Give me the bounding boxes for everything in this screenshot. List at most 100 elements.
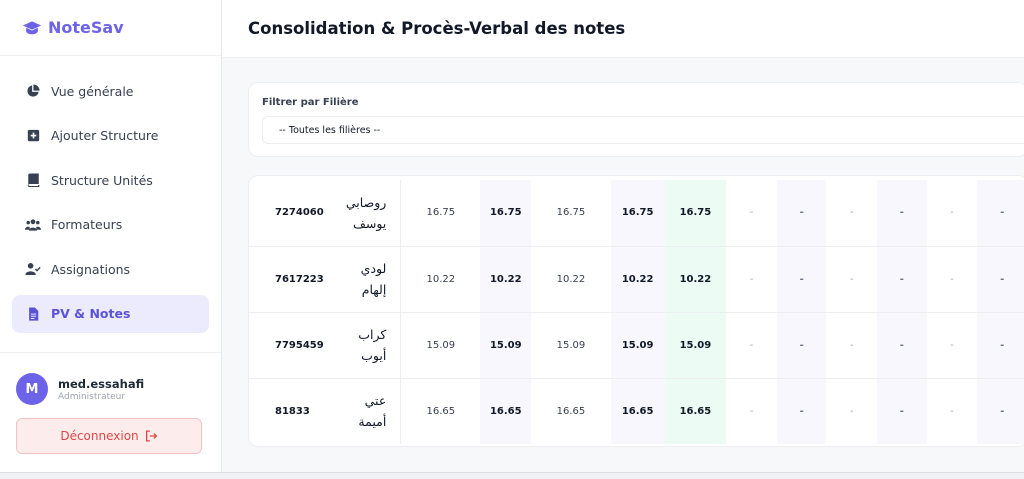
empty-grade-cell: - <box>726 180 777 247</box>
empty-grade-cell: - <box>726 312 777 379</box>
grade-total-cell: 15.09 <box>610 312 665 379</box>
empty-grade-cell: - <box>877 180 927 247</box>
filter-label: Filtrer par Filière <box>262 97 359 108</box>
table-row: 7274060 روصابي يوسف 16.75 16.75 16.75 16.75 16.… <box>249 180 1024 247</box>
student-last-name: لودي <box>360 261 387 276</box>
page-title: Consolidation & Procès-Verbal des notes <box>248 19 626 38</box>
grade-cell: 10.22 <box>400 246 481 313</box>
grade-cell: 16.75 <box>531 180 611 247</box>
empty-grade-cell: - <box>776 246 827 313</box>
empty-grade-cell: - <box>776 378 827 444</box>
grade-total-cell: 16.75 <box>480 180 532 247</box>
avatar: M <box>16 373 48 405</box>
sidebar-item-pv-notes[interactable]: PV & Notes <box>12 294 209 333</box>
users-icon <box>25 217 41 233</box>
empty-grade-cell: - <box>950 405 954 417</box>
sidebar-item-structure-unites[interactable]: Structure Unités <box>12 161 209 199</box>
filiere-select[interactable]: -- Toutes les filières -- <box>262 116 1024 144</box>
grade-total-cell: 16.65 <box>610 378 665 444</box>
grade-cell: 15.09 <box>400 312 481 379</box>
user-name: med.essahafi <box>58 376 145 391</box>
student-name-cell: روصابي يوسف <box>334 180 402 247</box>
grade-total-cell: 16.75 <box>610 180 665 247</box>
student-first-name: يوسف <box>352 215 387 231</box>
sidebar-item-label: PV & Notes <box>51 306 131 321</box>
table-row: 7795459 كراب أيوب 15.09 15.09 15.09 15.09 15.09… <box>249 312 1024 379</box>
student-last-name: كراب <box>358 327 387 342</box>
user-check-icon <box>25 261 41 277</box>
student-id-cell: 7795459 <box>249 312 335 379</box>
sidebar-item-assignations[interactable]: Assignations <box>12 250 209 288</box>
student-name-cell: عتي أميمة <box>334 378 402 444</box>
table-row: 81833 عتي أميمة 16.65 16.65 16.65 16.65 16.65- -… <box>249 378 1024 444</box>
empty-grade-cell: - <box>877 378 927 444</box>
logout-label: Déconnexion <box>60 429 139 443</box>
student-id-cell: 7274060 <box>249 180 335 247</box>
empty-grade-cell: - <box>826 180 878 247</box>
graduation-cap-icon <box>22 20 42 34</box>
sidebar-footer: M med.essahafi Administrateur Déconnexio… <box>0 352 221 472</box>
notes-table: 7274060 روصابي يوسف 16.75 16.75 16.75 16.75 16.… <box>249 180 1024 444</box>
empty-grade-cell: - <box>726 246 777 313</box>
sidebar-item-label: Ajouter Structure <box>51 128 159 143</box>
grade-cell: 16.65 <box>426 405 456 417</box>
sidebar-nav: Vue générale Ajouter Structure Structure… <box>0 56 221 355</box>
empty-grade-cell: - <box>749 405 754 417</box>
empty-grade-cell: - <box>826 246 878 313</box>
student-id-cell: 7617223 <box>249 246 335 313</box>
plus-square-icon <box>25 128 41 144</box>
student-first-name: إلهام <box>361 282 387 297</box>
student-last-name: روصابي <box>345 194 387 210</box>
empty-grade-cell: - <box>977 312 1024 379</box>
grade-cell: 16.75 <box>400 180 481 247</box>
student-last-name: عتي <box>364 393 387 409</box>
empty-grade-cell: - <box>776 312 827 379</box>
sidebar-item-vue-generale[interactable]: Vue générale <box>12 72 209 110</box>
student-id-cell: 81833 <box>275 405 310 417</box>
notes-table-card: 7274060 روصابي يوسف 16.75 16.75 16.75 16.75 16.… <box>248 175 1024 447</box>
grade-cell: 10.22 <box>531 246 611 313</box>
grade-cell: 15.09 <box>531 312 611 379</box>
student-name-cell: لودي إلهام <box>334 246 402 313</box>
student-first-name: أميمة <box>358 414 387 430</box>
empty-grade-cell: - <box>776 180 827 247</box>
student-name-cell: كراب أيوب <box>334 312 402 379</box>
final-grade-cell: 15.09 <box>664 312 727 379</box>
user-role: Administrateur <box>58 391 126 402</box>
empty-grade-cell: - <box>926 246 978 313</box>
empty-grade-cell: - <box>977 378 1024 444</box>
sidebar-item-label: Structure Unités <box>51 172 153 188</box>
filter-card: Filtrer par Filière -- Toutes les filièr… <box>248 82 1024 157</box>
final-grade-cell: 10.22 <box>664 246 727 313</box>
empty-grade-cell: - <box>877 312 927 379</box>
pie-chart-icon <box>25 83 41 99</box>
empty-grade-cell: - <box>826 312 878 379</box>
empty-grade-cell: - <box>977 180 1024 247</box>
file-icon <box>25 306 41 322</box>
sidebar-item-ajouter-structure[interactable]: Ajouter Structure <box>12 117 209 155</box>
sidebar: NoteSav Vue générale Ajouter Structure S… <box>0 0 222 472</box>
final-grade-cell: 16.65 <box>664 378 727 444</box>
grade-total-cell: 15.09 <box>480 312 532 379</box>
logout-button[interactable]: Déconnexion <box>16 418 202 454</box>
page-header: Consolidation & Procès-Verbal des notes <box>222 0 1024 58</box>
book-icon <box>25 172 41 188</box>
empty-grade-cell: - <box>977 246 1024 313</box>
brand-name: NoteSav <box>48 18 124 37</box>
empty-grade-cell: - <box>926 180 978 247</box>
empty-grade-cell: - <box>926 312 978 379</box>
sidebar-item-label: Vue générale <box>51 83 134 99</box>
grade-cell: 16.65 <box>556 405 586 417</box>
sidebar-item-label: Formateurs <box>51 217 123 232</box>
grade-total-cell: 10.22 <box>480 246 532 313</box>
table-row: 7617223 لودي إلهام 10.22 10.22 10.22 10.22 10.2… <box>249 246 1024 313</box>
sidebar-item-formateurs[interactable]: Formateurs <box>12 206 209 244</box>
user-profile[interactable]: M med.essahafi Administrateur <box>16 373 205 405</box>
final-grade-cell: 16.75 <box>664 180 727 247</box>
sidebar-item-label: Assignations <box>51 261 131 277</box>
empty-grade-cell: - <box>877 246 927 313</box>
empty-grade-cell: - <box>849 405 854 417</box>
brand[interactable]: NoteSav <box>0 0 221 56</box>
window-bottom-edge <box>0 472 1024 479</box>
grade-total-cell: 16.65 <box>480 378 532 444</box>
